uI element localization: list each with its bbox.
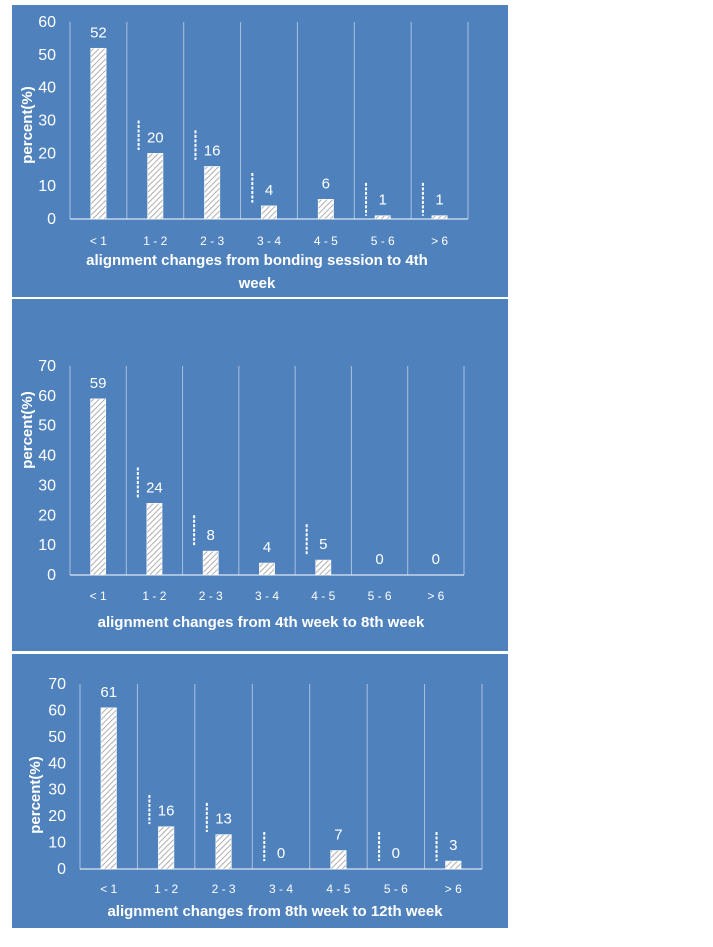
data-label: 16: [204, 142, 221, 159]
y-tick-label: 20: [38, 507, 56, 524]
bar: [215, 834, 232, 870]
y-tick-label: 0: [47, 567, 56, 584]
y-tick-label: 30: [48, 782, 66, 799]
data-label: 6: [322, 175, 330, 192]
bar: [374, 215, 391, 220]
data-label: 4: [265, 182, 273, 199]
y-tick-label: 60: [38, 14, 56, 31]
x-tick-label: 3 - 4: [269, 882, 293, 896]
x-tick-label: 4 - 5: [311, 589, 335, 603]
y-tick-label: 30: [38, 477, 56, 494]
x-tick-label: 1 - 2: [154, 882, 178, 896]
data-label: 1: [379, 192, 387, 209]
bar: [90, 47, 107, 220]
data-label: 4: [263, 539, 271, 556]
y-tick-label: 60: [48, 702, 66, 719]
x-tick-label: 2 - 3: [199, 589, 223, 603]
bar: [259, 562, 275, 576]
x-tick-label: 2 - 3: [212, 882, 236, 896]
x-tick-label: 4 - 5: [314, 234, 338, 248]
data-label: 16: [158, 803, 175, 820]
data-label: 0: [375, 551, 383, 568]
data-label: 13: [215, 811, 232, 828]
bar: [90, 398, 107, 576]
bar: [431, 215, 448, 220]
y-tick-label: 20: [48, 808, 66, 825]
y-tick-label: 70: [48, 676, 66, 693]
bar: [261, 205, 277, 220]
y-tick-label: 50: [38, 418, 56, 435]
y-tick-label: 50: [38, 47, 56, 64]
x-tick-label: 3 - 4: [255, 589, 279, 603]
x-tick-label: 5 - 6: [371, 234, 395, 248]
y-tick-label: 70: [38, 358, 56, 375]
x-axis-label: alignment changes from bonding session t…: [86, 252, 428, 269]
x-tick-label: > 6: [431, 234, 448, 248]
data-label: 61: [100, 684, 117, 701]
y-axis-label: percent(%): [27, 756, 44, 834]
data-label: 59: [90, 375, 107, 392]
y-tick-label: 40: [38, 80, 56, 97]
bar: [100, 707, 117, 870]
data-label: 20: [147, 129, 164, 146]
bar: [146, 503, 163, 576]
y-tick-label: 40: [38, 448, 56, 465]
bar: [445, 860, 462, 870]
x-axis-label: alignment changes from 4th week to 8th w…: [98, 614, 425, 631]
x-tick-label: < 1: [90, 234, 107, 248]
y-tick-label: 60: [38, 388, 56, 405]
x-tick-label: 1 - 2: [142, 589, 166, 603]
y-tick-label: 0: [57, 861, 66, 878]
data-label: 52: [90, 24, 107, 41]
bar: [204, 166, 221, 220]
y-tick-label: 30: [38, 113, 56, 130]
y-tick-label: 40: [48, 755, 66, 772]
y-tick-label: 10: [38, 537, 56, 554]
y-tick-label: 0: [47, 211, 56, 228]
y-tick-label: 10: [38, 178, 56, 195]
data-label: 1: [435, 192, 443, 209]
y-axis-label: percent(%): [19, 86, 36, 164]
data-label: 0: [432, 551, 440, 568]
data-label: 5: [319, 536, 327, 553]
x-tick-label: 3 - 4: [257, 234, 281, 248]
data-label: 8: [207, 527, 215, 544]
x-tick-label: 2 - 3: [200, 234, 224, 248]
x-tick-label: 1 - 2: [143, 234, 167, 248]
y-tick-label: 50: [48, 729, 66, 746]
x-tick-label: 4 - 5: [326, 882, 350, 896]
bar: [317, 199, 334, 220]
x-tick-label: < 1: [100, 882, 117, 896]
bar: [330, 850, 347, 870]
data-label: 24: [146, 479, 163, 496]
x-tick-label: 5 - 6: [384, 882, 408, 896]
x-axis-label: alignment changes from 8th week to 12th …: [107, 903, 443, 920]
bar: [158, 826, 175, 870]
data-label: 3: [449, 837, 457, 854]
data-label: 7: [334, 827, 342, 844]
bar: [202, 550, 219, 576]
x-axis-label: week: [238, 275, 276, 292]
bar: [315, 559, 332, 576]
x-tick-label: 5 - 6: [368, 589, 392, 603]
data-label: 0: [392, 845, 400, 862]
y-tick-label: 20: [38, 145, 56, 162]
y-tick-label: 10: [48, 835, 66, 852]
x-tick-label: > 6: [427, 589, 444, 603]
x-tick-label: > 6: [445, 882, 462, 896]
bar: [147, 153, 164, 220]
x-tick-label: < 1: [90, 589, 107, 603]
data-label: 0: [277, 845, 285, 862]
y-axis-label: percent(%): [19, 391, 36, 469]
chart-panel: [12, 654, 508, 928]
